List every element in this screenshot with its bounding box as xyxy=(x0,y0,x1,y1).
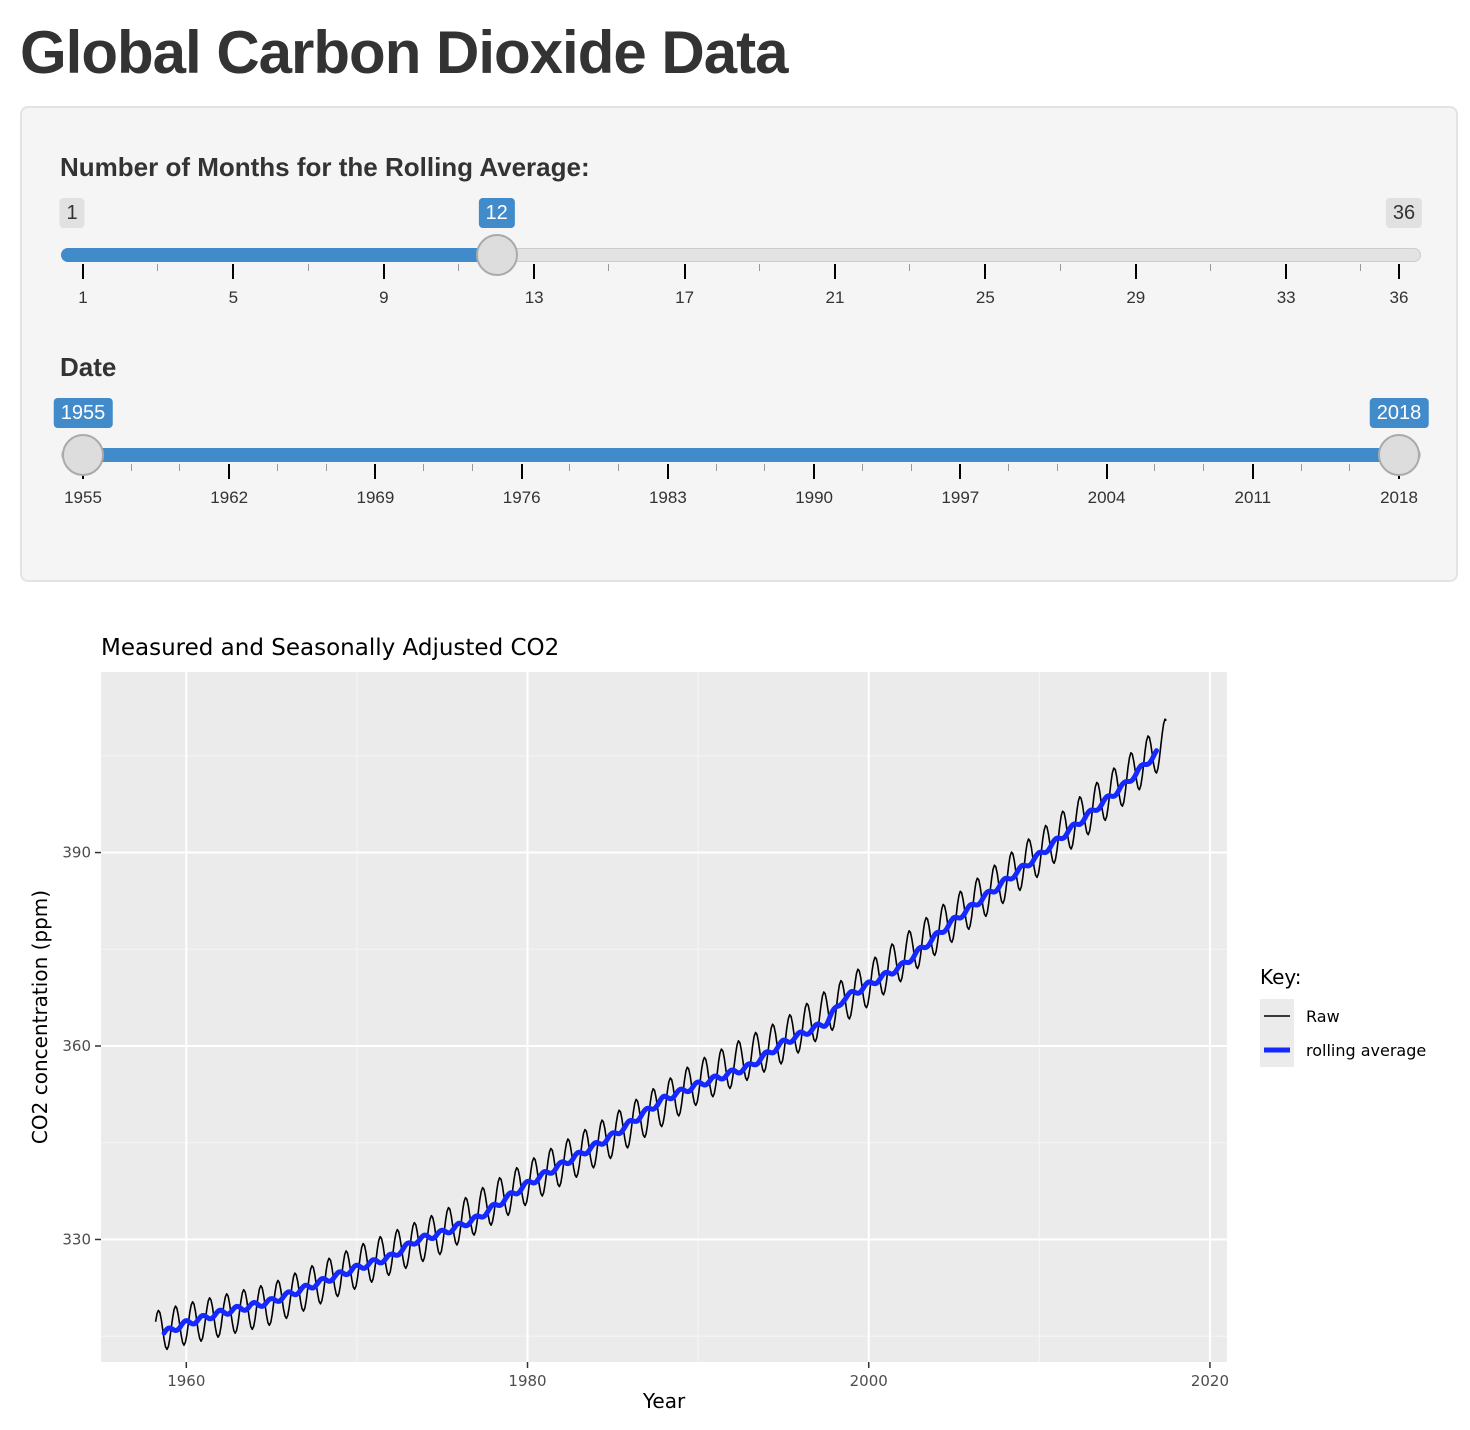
slider-fill xyxy=(83,448,1399,462)
slider-minor-tick xyxy=(618,464,620,471)
y-axis-title: CO2 concentration (ppm) xyxy=(28,890,52,1144)
slider-major-tick xyxy=(382,264,385,279)
slider-tick-label: 21 xyxy=(825,288,845,307)
slider-tick-label: 2011 xyxy=(1234,488,1272,507)
slider-minor-tick xyxy=(179,464,181,471)
slider-minor-tick xyxy=(1360,264,1362,271)
slider-tick-label: 1976 xyxy=(502,488,541,507)
slider-minor-tick xyxy=(715,464,717,471)
slider-minor-tick xyxy=(276,464,278,471)
y-tick-label: 390 xyxy=(62,844,91,862)
slider-major-tick xyxy=(533,264,536,279)
legend-title: Key: xyxy=(1260,965,1302,989)
controls-panel: Number of Months for the Rolling Average… xyxy=(20,106,1458,582)
slider-minor-tick xyxy=(861,464,863,471)
slider-tick-label: 29 xyxy=(1126,288,1146,307)
slider-minor-tick xyxy=(1210,264,1211,271)
slider-major-tick xyxy=(666,464,669,479)
slider-minor-tick xyxy=(569,464,571,471)
slider-tick-label: 1997 xyxy=(941,488,980,507)
x-tick-label: 1980 xyxy=(508,1372,546,1390)
slider-tick-label: 1962 xyxy=(210,488,249,507)
slider-minor-tick xyxy=(608,264,610,271)
slider-tick-label: 17 xyxy=(675,288,695,307)
x-tick-label: 2000 xyxy=(850,1372,888,1390)
slider-minor-tick xyxy=(1056,464,1058,471)
slider-major-tick xyxy=(1285,264,1288,279)
page-title: Global Carbon Dioxide Data xyxy=(20,19,788,86)
slider-major-tick xyxy=(813,464,816,479)
slider-minor-tick xyxy=(1059,264,1061,271)
slider-minor-tick xyxy=(1154,464,1156,471)
slider-major-tick xyxy=(834,264,836,279)
legend-label-rolling: rolling average xyxy=(1306,1041,1426,1060)
rolling-average-label: Number of Months for the Rolling Average… xyxy=(60,152,590,182)
slider-minor-tick xyxy=(1349,464,1351,471)
slider-minor-tick xyxy=(307,264,309,271)
slider-minor-tick xyxy=(471,464,473,471)
slider-from-handle[interactable] xyxy=(62,434,104,476)
legend-label-raw: Raw xyxy=(1306,1007,1340,1026)
raw-series-line xyxy=(154,718,1167,1351)
slider-value-badge: 12 xyxy=(478,198,515,228)
plot-background xyxy=(101,672,1227,1362)
date-label: Date xyxy=(60,352,117,382)
slider-minor-tick xyxy=(1300,464,1302,471)
y-tick-label: 330 xyxy=(62,1230,91,1248)
slider-major-tick xyxy=(959,464,962,479)
slider-max-badge: 36 xyxy=(1385,198,1423,228)
co2-chart: 1960 1980 2000 2020 330 360 390 Measured and Se… xyxy=(28,635,1426,1413)
slider-minor-tick xyxy=(157,264,159,271)
slider-minor-tick xyxy=(325,464,327,471)
slider-tick-label: 1969 xyxy=(356,488,395,507)
slider-from-badge: 1955 xyxy=(53,398,113,428)
slider-minor-tick xyxy=(423,464,425,471)
slider-minor-tick xyxy=(1008,464,1010,471)
slider-minor-tick xyxy=(758,264,760,271)
slider-major-tick xyxy=(1398,264,1400,279)
slider-minor-tick xyxy=(458,264,459,271)
slider-to-badge: 2018 xyxy=(1369,398,1429,428)
slider-tick-label: 1983 xyxy=(648,488,687,507)
x-tick-label: 2020 xyxy=(1191,1372,1229,1390)
slider-tick-label: 13 xyxy=(524,288,544,307)
slider-major-tick xyxy=(1134,264,1137,279)
slider-fill xyxy=(61,248,497,262)
date-range-slider[interactable]: 1955 1962 1969 1976 1983 1990 1997 2004 2011 2018… xyxy=(22,396,1460,516)
slider-minor-tick xyxy=(910,464,912,471)
slider-tick-label: 9 xyxy=(379,288,389,307)
slider-major-tick xyxy=(683,264,686,279)
slider-major-tick xyxy=(1251,464,1254,479)
slider-tick-label: 2004 xyxy=(1087,488,1126,507)
slider-major-tick xyxy=(374,464,377,479)
slider-minor-tick xyxy=(1203,464,1205,471)
slider-tick-label: 1 xyxy=(78,288,88,307)
rolling-average-line xyxy=(161,748,1159,1336)
slider-minor-tick xyxy=(130,464,132,471)
slider-min-badge: 1 xyxy=(59,198,85,228)
x-axis-title: Year xyxy=(642,1389,686,1413)
slider-tick-label: 33 xyxy=(1276,288,1296,307)
slider-major-tick xyxy=(984,264,987,279)
chart-title: Measured and Seasonally Adjusted CO2 xyxy=(101,635,559,661)
x-tick-label: 1960 xyxy=(167,1372,205,1390)
slider-major-tick xyxy=(82,264,84,279)
slider-major-tick xyxy=(520,464,523,479)
rolling-average-slider[interactable]: 1 5 9 13 17 21 25 29 33 36 1 36 12 xyxy=(22,196,1460,316)
y-tick-label: 360 xyxy=(62,1037,91,1055)
slider-minor-tick xyxy=(764,464,766,471)
slider-tick-label: 36 xyxy=(1389,288,1409,307)
slider-tick-label: 2018 xyxy=(1380,488,1418,507)
slider-tick-label: 5 xyxy=(228,288,239,307)
slider-tick-label: 1990 xyxy=(795,488,834,507)
slider-major-tick xyxy=(228,464,231,479)
slider-handle[interactable] xyxy=(475,234,518,276)
slider-to-handle[interactable] xyxy=(1378,434,1420,476)
slider-tick-label: 25 xyxy=(975,288,995,307)
slider-major-tick xyxy=(1105,464,1108,479)
slider-major-tick xyxy=(232,264,235,279)
slider-tick-label: 1955 xyxy=(64,488,102,507)
slider-minor-tick xyxy=(909,264,911,271)
